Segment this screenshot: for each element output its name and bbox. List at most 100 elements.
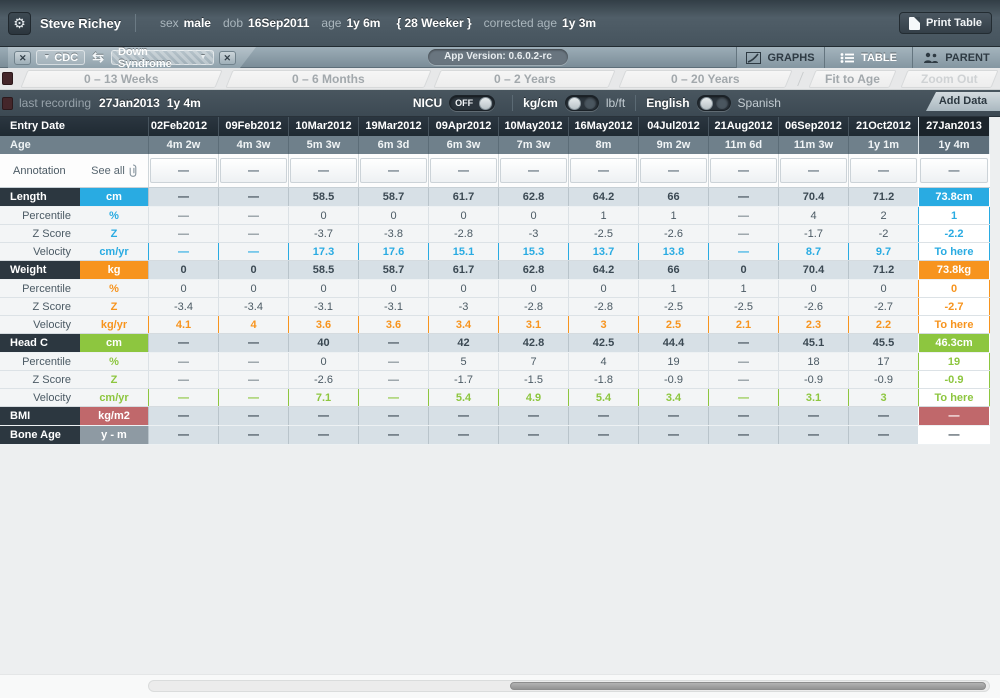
range-tab-0-2-years[interactable]: 0 – 2 Years (433, 69, 616, 88)
velocity-label: Velocity (33, 246, 71, 258)
zoom-out-button[interactable]: Zoom Out (899, 69, 999, 88)
value-cell: -3 (498, 225, 568, 242)
value-cell: -2.8 (568, 298, 638, 315)
value-cell: 3.1 (498, 316, 568, 333)
fit-to-age-label: Fit to Age (825, 71, 881, 86)
table-row: Velocity kg/yr 4.1 4 3.6 3.6 3.4 3.1 3 2.5 2.1 2.3 2… (0, 316, 990, 334)
value-cell: — (428, 407, 498, 425)
toggle-knob (699, 96, 713, 110)
annotation-button[interactable]: — (150, 158, 217, 183)
units-toggle[interactable] (564, 95, 599, 111)
table-row: Velocity cm/yr — —7.1—5.4 4.9 5.4 3.4—3.1 3 To h… (0, 389, 990, 407)
range-tab-label: 0 – 13 Weeks (84, 71, 159, 86)
value-cell: 0 (708, 261, 778, 279)
value-cell: 40 (288, 334, 358, 352)
value-cell: 70.4 (778, 261, 848, 279)
value-cell: 13.7 (568, 243, 638, 260)
patient-name: Steve Richey (40, 15, 121, 31)
nicu-toggle[interactable]: OFF (449, 95, 496, 111)
table-scroll-left-button[interactable] (2, 96, 13, 110)
column-date-header: 06Sep2012 (778, 117, 848, 136)
annotation-button[interactable]: — (640, 158, 707, 183)
print-table-button[interactable]: Print Table (898, 12, 992, 34)
value-cell: — (218, 426, 288, 444)
value-cell: 4 (778, 207, 848, 224)
fit-to-age-button[interactable]: Fit to Age (808, 69, 898, 88)
column-date-header: 10Mar2012 (288, 117, 358, 136)
table-row: BMI kg/m2— — — — — — — — — — — — (0, 407, 990, 426)
value-cell: -3.7 (288, 225, 358, 242)
annotation-button[interactable]: — (570, 158, 637, 183)
info-bar: last recording 27Jan2013 1y 4m NICU OFF … (0, 90, 1000, 117)
toggle-socket (715, 97, 728, 109)
range-tab-0-13-weeks[interactable]: 0 – 13 Weeks (20, 69, 223, 88)
add-data-button[interactable]: Add Data (926, 92, 1000, 111)
annotation-button[interactable]: — (430, 158, 497, 183)
primary-chart-dropdown[interactable]: ▼ CDC (36, 50, 85, 65)
gear-icon[interactable]: ⚙ (8, 11, 31, 35)
active-chart-tab[interactable]: ✕ ▼ CDC ⇆ Down Syndrome ▼ ✕ (8, 47, 256, 68)
parent-icon (924, 52, 939, 63)
value-cell: — (918, 426, 990, 444)
zoom-out-label: Zoom Out (920, 71, 978, 86)
annotation-cell: — (638, 154, 708, 187)
value-cell: — (218, 207, 288, 224)
value-cell: 4.9 (498, 389, 568, 406)
age-label: age (321, 16, 342, 30)
range-tab-0-6-months[interactable]: 0 – 6 Months (225, 69, 432, 88)
table-row: Z Score Z -3.4 -3.4 -3.1 -3.1 -3 -2.8 -2.8 -2.5 -2… (0, 298, 990, 316)
value-cell: 3 (848, 389, 918, 406)
value-cell: — (218, 353, 288, 370)
nav-parent-button[interactable]: PARENT (912, 47, 1000, 68)
annotation-button[interactable]: — (360, 158, 427, 183)
language-toggle[interactable] (696, 95, 731, 111)
value-cell: — (708, 334, 778, 352)
table-header-row: Entry Date 02Feb2012 09Feb2012 10Mar2012 19M… (0, 117, 990, 136)
value-cell: — (148, 353, 218, 370)
nicu-state: OFF (455, 98, 474, 108)
swap-charts-icon[interactable]: ⇆ (92, 49, 104, 65)
annotation-button[interactable]: — (500, 158, 567, 183)
annotation-button[interactable]: — (710, 158, 777, 183)
value-cell: — (778, 426, 848, 444)
tab-scroll-left-button[interactable] (2, 72, 13, 85)
z-score-label: Z Score (32, 228, 71, 240)
percentile-label: Percentile (22, 283, 71, 295)
chevron-down-icon: ▼ (43, 54, 51, 61)
nav-graphs-button[interactable]: GRAPHS (736, 47, 824, 68)
value-cell: 0 (148, 280, 218, 297)
range-tab-0-20-years[interactable]: 0 – 20 Years (618, 69, 793, 88)
value-cell: — (358, 407, 428, 425)
annotation-button[interactable]: — (850, 158, 917, 183)
horizontal-scrollbar[interactable] (148, 680, 990, 692)
nicu-label: NICU (412, 96, 443, 110)
scrollbar-thumb[interactable] (510, 682, 986, 690)
value-cell: To here (918, 389, 990, 406)
value-cell: — (568, 426, 638, 444)
value-cell: -2.5 (568, 225, 638, 242)
value-cell: 70.4 (778, 188, 848, 206)
value-cell: 18 (778, 353, 848, 370)
value-cell: 1 (638, 280, 708, 297)
value-cell: — (708, 225, 778, 242)
annotation-button[interactable]: — (920, 158, 988, 183)
value-cell: — (148, 225, 218, 242)
value-cell: -2.7 (918, 298, 990, 315)
close-tab-icon[interactable]: ✕ (219, 51, 236, 65)
unit-label: cm/yr (99, 246, 129, 258)
annotation-button[interactable]: — (220, 158, 287, 183)
date-text: 02Feb2012 (150, 120, 208, 132)
range-tab-label: 0 – 20 Years (671, 71, 740, 86)
see-all-annotations-button[interactable]: See all (80, 154, 148, 187)
nav-table-button[interactable]: TABLE (824, 47, 912, 68)
annotation-button[interactable]: — (780, 158, 847, 183)
secondary-chart-dropdown[interactable]: Down Syndrome ▼ (111, 50, 214, 65)
secondary-chart-label: Down Syndrome (117, 45, 172, 70)
value-cell: 0 (498, 207, 568, 224)
annotation-cell: — (708, 154, 778, 187)
sex-value: male (183, 16, 211, 30)
value-cell: -3.1 (288, 298, 358, 315)
annotation-button[interactable]: — (290, 158, 357, 183)
close-tab-icon[interactable]: ✕ (14, 51, 31, 65)
